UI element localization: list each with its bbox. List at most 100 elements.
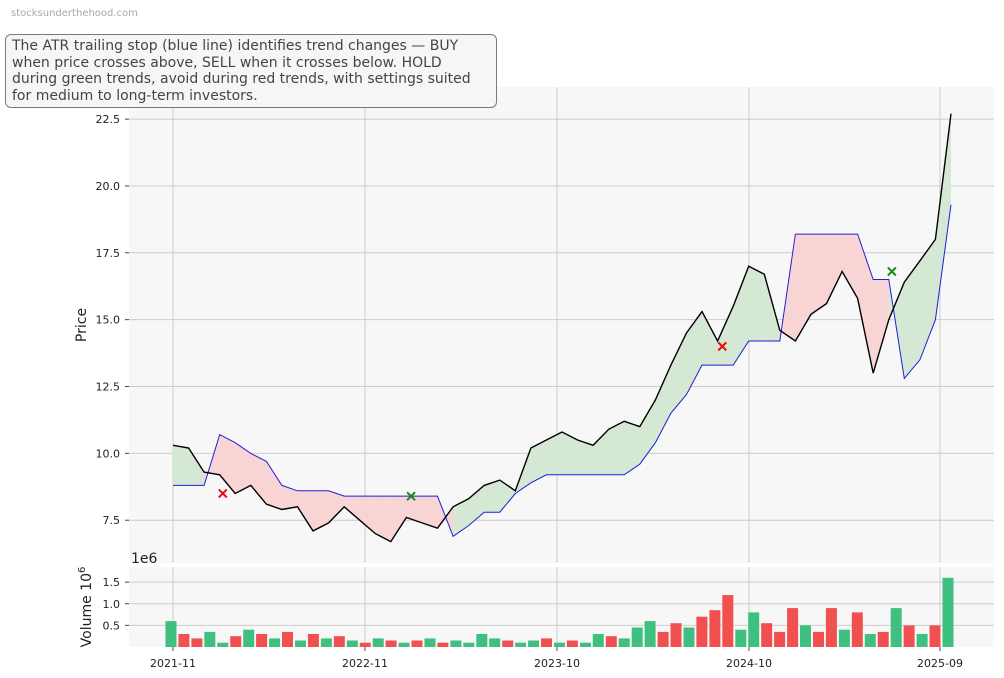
volume-bar: [631, 627, 643, 647]
volume-bar: [683, 627, 695, 647]
volume-bar: [942, 577, 954, 647]
volume-bar: [800, 625, 811, 647]
volume-bar: [295, 640, 306, 647]
volume-bar: [722, 595, 734, 647]
downtrend-fill: [250, 453, 267, 505]
downtrend-fill: [235, 442, 251, 494]
buy-signal-marker: [406, 491, 416, 501]
x-tick-label: 2023-10: [534, 657, 580, 670]
downtrend-fill: [281, 485, 298, 510]
volume-bar: [735, 629, 747, 647]
axis-labels: 2021-11 2022-11 2023-10 2024-10 2025-09 7.5 10…: [74, 113, 963, 670]
volume-bar: [282, 631, 293, 647]
volume-bar: [929, 625, 941, 647]
volume-bar: [398, 642, 410, 647]
volume-bar: [709, 610, 721, 647]
volume-grid: [129, 567, 994, 647]
uptrend-fill: [530, 440, 547, 483]
volume-bar: [566, 640, 578, 647]
volume-y-tick-label: 1.0: [103, 598, 121, 611]
volume-bar: [230, 636, 242, 647]
uptrend-fill: [686, 311, 702, 395]
price-y-tick-label: 17.5: [96, 247, 121, 260]
volume-bar: [761, 623, 773, 647]
volume-bar: [243, 629, 255, 647]
volume-bar: [346, 640, 358, 647]
price-y-tick-label: 7.5: [103, 514, 121, 527]
volume-bar: [178, 634, 190, 647]
downtrend-fill: [359, 496, 376, 534]
volume-multiplier: 1e6: [131, 551, 158, 567]
volume-bar: [774, 631, 786, 647]
volume-bar: [437, 642, 449, 647]
downtrend-fill: [422, 496, 438, 529]
price-y-tick-label: 20.0: [96, 180, 121, 193]
uptrend-fill: [670, 333, 687, 414]
trend-fills: [173, 113, 951, 542]
x-tick-label: 2022-11: [342, 657, 388, 670]
volume-bar: [903, 625, 915, 647]
volume-bar: [424, 638, 436, 647]
volume-axis-label: Volume 106: [77, 567, 95, 648]
volume-bar: [269, 638, 281, 647]
volume-bar: [307, 634, 319, 647]
volume-bar: [877, 631, 889, 647]
price-line: [172, 113, 952, 543]
series-lines: [172, 113, 952, 543]
downtrend-fill: [297, 490, 313, 531]
volume-bar: [838, 629, 850, 647]
downtrend-fill: [811, 234, 827, 315]
volume-bar: [644, 621, 656, 647]
downtrend-fill: [266, 461, 282, 510]
volume-bar: [916, 634, 928, 647]
volume-bar: [825, 608, 837, 647]
uptrend-fill: [733, 266, 749, 366]
atr-stop-line: [173, 204, 952, 538]
downtrend-fill: [313, 490, 329, 531]
volume-bar: [618, 638, 630, 647]
downtrend-fill: [826, 234, 843, 304]
volume-bar: [890, 608, 902, 647]
volume-bar: [463, 642, 475, 647]
downtrend-fill: [406, 496, 422, 523]
volume-bar: [813, 631, 824, 647]
volume-bars: [165, 577, 954, 647]
uptrend-fill: [484, 480, 500, 513]
volume-bar: [204, 631, 216, 647]
sell-signal-marker: [218, 488, 228, 499]
uptrend-fill: [935, 113, 951, 320]
volume-bar: [528, 640, 540, 647]
uptrend-fill: [624, 421, 640, 475]
volume-bar: [372, 638, 384, 647]
uptrend-fill: [748, 266, 765, 341]
volume-bar: [256, 634, 268, 647]
volume-bar: [851, 612, 863, 647]
volume-bar: [333, 636, 345, 647]
volume-bar: [579, 642, 591, 647]
price-y-tick-label: 15.0: [96, 314, 121, 327]
x-tick-label: 2024-10: [726, 657, 772, 670]
sell-signal-marker: [717, 341, 727, 352]
uptrend-fill: [655, 365, 671, 443]
volume-bar: [489, 638, 501, 647]
volume-bar: [450, 640, 462, 647]
uptrend-fill: [717, 306, 734, 366]
uptrend-fill: [593, 429, 609, 475]
x-tick-label: 2025-09: [917, 657, 963, 670]
price-y-tick-label: 12.5: [96, 381, 121, 394]
uptrend-fill: [764, 274, 780, 341]
buy-signal-marker: [887, 266, 897, 277]
uptrend-fill: [562, 432, 578, 475]
downtrend-fill: [328, 490, 345, 523]
uptrend-fill: [904, 260, 920, 379]
downtrend-fill: [842, 234, 858, 299]
volume-bar: [476, 634, 488, 647]
volume-bar: [165, 621, 177, 647]
volume-bar: [554, 642, 565, 647]
x-tick-label: 2021-11: [150, 657, 196, 670]
uptrend-fill: [453, 498, 469, 537]
downtrend-fill: [344, 496, 360, 521]
uptrend-fill: [546, 432, 562, 475]
volume-bar: [605, 636, 617, 647]
volume-bar: [359, 642, 371, 647]
